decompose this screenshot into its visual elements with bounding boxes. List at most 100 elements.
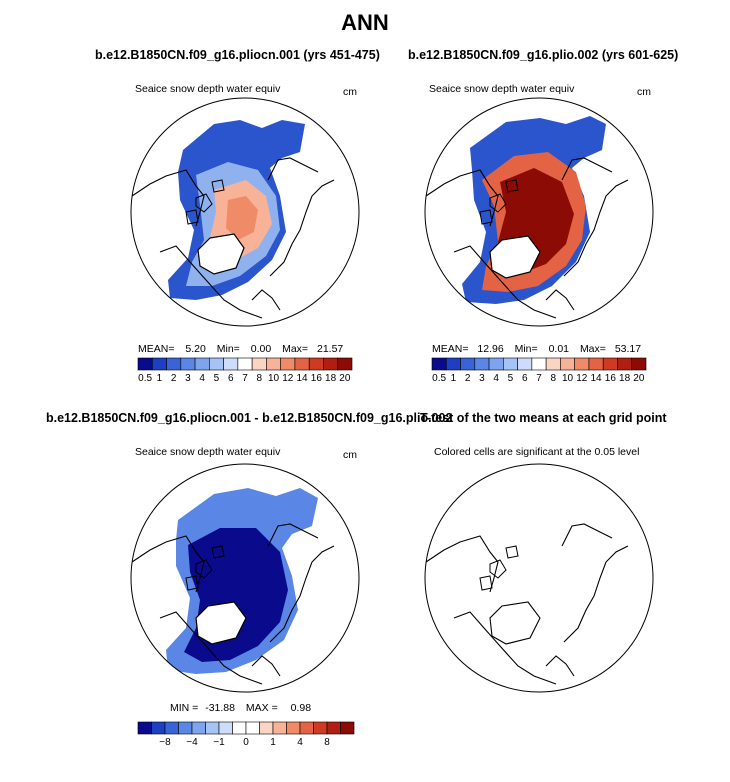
colorbar-swatch [266, 357, 281, 371]
continent-outline [131, 157, 335, 319]
colorbar-tick-label: 7 [536, 373, 542, 384]
colorbar-swatch [151, 721, 166, 735]
colorbar-swatch [474, 357, 490, 371]
islands-outline [479, 179, 519, 225]
panel2-stats: MEAN= 12.96 Min= 0.01 Max= 53.17 [432, 343, 641, 355]
colorbar-tick-label: 16 [311, 373, 323, 384]
panel2-map-boundary [424, 97, 654, 327]
colorbar-swatch [340, 721, 355, 735]
colorbar-tick-label: 1 [157, 373, 163, 384]
panel1-variable-label: Seaice snow depth water equiv [135, 83, 281, 95]
colorbar-tick-label: 4 [199, 373, 205, 384]
colorbar-swatch [251, 357, 267, 371]
colorbar-tick-label: 8 [256, 373, 262, 384]
continent-outline [425, 523, 629, 685]
max-value: 21.57 [316, 343, 344, 355]
panel4-map [425, 523, 629, 685]
colorbar-swatch [560, 357, 575, 371]
greenland [197, 233, 245, 275]
continent-outline [131, 523, 335, 685]
colorbar-tick-label: 5 [508, 373, 514, 384]
max-value: 53.17 [614, 343, 642, 355]
colorbar-tick-label: 2 [465, 373, 471, 384]
max-value: 0.98 [290, 702, 312, 714]
mean-label: MEAN= [432, 343, 469, 355]
colorbar-tick-label: 14 [297, 373, 309, 384]
colorbar-tick-label: 3 [479, 373, 485, 384]
colorbar-swatch [164, 721, 179, 735]
panel3-title: b.e12.B1850CN.f09_g16.pliocn.001 - b.e12… [46, 411, 453, 425]
colorbar-swatch [545, 357, 561, 371]
colorbar-tick-label: 18 [619, 373, 631, 384]
colorbar-tick-label: −1 [213, 737, 225, 748]
colorbar-tick-label: 6 [522, 373, 528, 384]
panel3-colorbar: −8 −4 −1 0 1 4 8 [137, 721, 355, 748]
colorbar-tick-label: 10 [268, 373, 280, 384]
max-label: Max= [579, 343, 606, 355]
panel4-map-boundary [424, 463, 654, 693]
colorbar-tick-label: 5 [214, 373, 220, 384]
colorbar-swatch [286, 721, 301, 735]
greenland [195, 601, 247, 645]
colorbar-tick-label: 12 [576, 373, 588, 384]
colorbar-swatch [180, 357, 196, 371]
min-value: -31.88 [205, 702, 235, 714]
colorbar-swatch [194, 357, 210, 371]
panel1-map-boundary [130, 97, 360, 327]
colorbar-swatch [209, 357, 224, 371]
colorbar-tick-label: 12 [282, 373, 294, 384]
colorbar-tick-label: 20 [339, 373, 351, 384]
min-value: 0.01 [548, 343, 570, 355]
colorbar-swatch [205, 721, 220, 735]
colorbar-tick-label: 0.5 [138, 373, 152, 384]
panel2-units: cm [637, 86, 651, 98]
panel1-stats: MEAN= 5.20 Min= 0.00 Max= 21.57 [138, 343, 343, 355]
colorbar-tick-label: 20 [633, 373, 645, 384]
colorbar-tick-label: 8 [324, 737, 330, 748]
min-value: 0.00 [250, 343, 272, 355]
panel4-note: Colored cells are significant at the 0.0… [434, 446, 640, 458]
colorbar-swatch [280, 357, 296, 371]
colorbar-swatch [326, 721, 341, 735]
colorbar-swatch [631, 357, 647, 371]
colorbar-swatch [294, 357, 310, 371]
figure-title: ANN [341, 10, 389, 35]
panel3-units: cm [343, 449, 357, 461]
colorbar-swatch [218, 721, 233, 735]
colorbar-swatch [313, 721, 328, 735]
colorbar-tick-label: 18 [325, 373, 337, 384]
colorbar-swatch [232, 721, 247, 735]
panel2-map [425, 116, 629, 319]
max-label: Max= [282, 343, 309, 355]
colorbar-swatch [259, 721, 274, 735]
colorbar-tick-label: 0.5 [432, 373, 446, 384]
min-label: Min= [514, 343, 538, 355]
panel3-map-boundary [130, 463, 360, 693]
panel3-map [131, 488, 335, 685]
colorbar-tick-label: 1 [270, 737, 276, 748]
panel2-title: b.e12.B1850CN.f09_g16.plio.002 (yrs 601-… [408, 48, 679, 62]
colorbar-swatch [299, 721, 314, 735]
colorbar-swatch [308, 357, 324, 371]
sea-ice-max [226, 196, 258, 240]
islands-outline [479, 545, 519, 591]
colorbar-swatch [151, 357, 167, 371]
min-label: MIN = [170, 702, 199, 714]
panel1-title: b.e12.B1850CN.f09_g16.pliocn.001 (yrs 45… [95, 48, 380, 62]
colorbar-tick-label: −4 [186, 737, 198, 748]
greenland [489, 235, 541, 279]
colorbar-tick-label: 10 [562, 373, 574, 384]
colorbar-swatch [237, 357, 253, 371]
colorbar-swatch [166, 357, 182, 371]
colorbar-swatch [574, 357, 590, 371]
colorbar-swatch [445, 357, 461, 371]
panel3-variable-label: Seaice snow depth water equiv [135, 446, 281, 458]
colorbar-swatch [272, 721, 287, 735]
colorbar-swatch [191, 721, 206, 735]
mean-value: 12.96 [477, 343, 504, 355]
colorbar-tick-label: 16 [605, 373, 617, 384]
colorbar-swatch [178, 721, 193, 735]
colorbar-swatch [323, 357, 339, 371]
greenland [489, 601, 541, 645]
colorbar-tick-label: 1 [451, 373, 457, 384]
